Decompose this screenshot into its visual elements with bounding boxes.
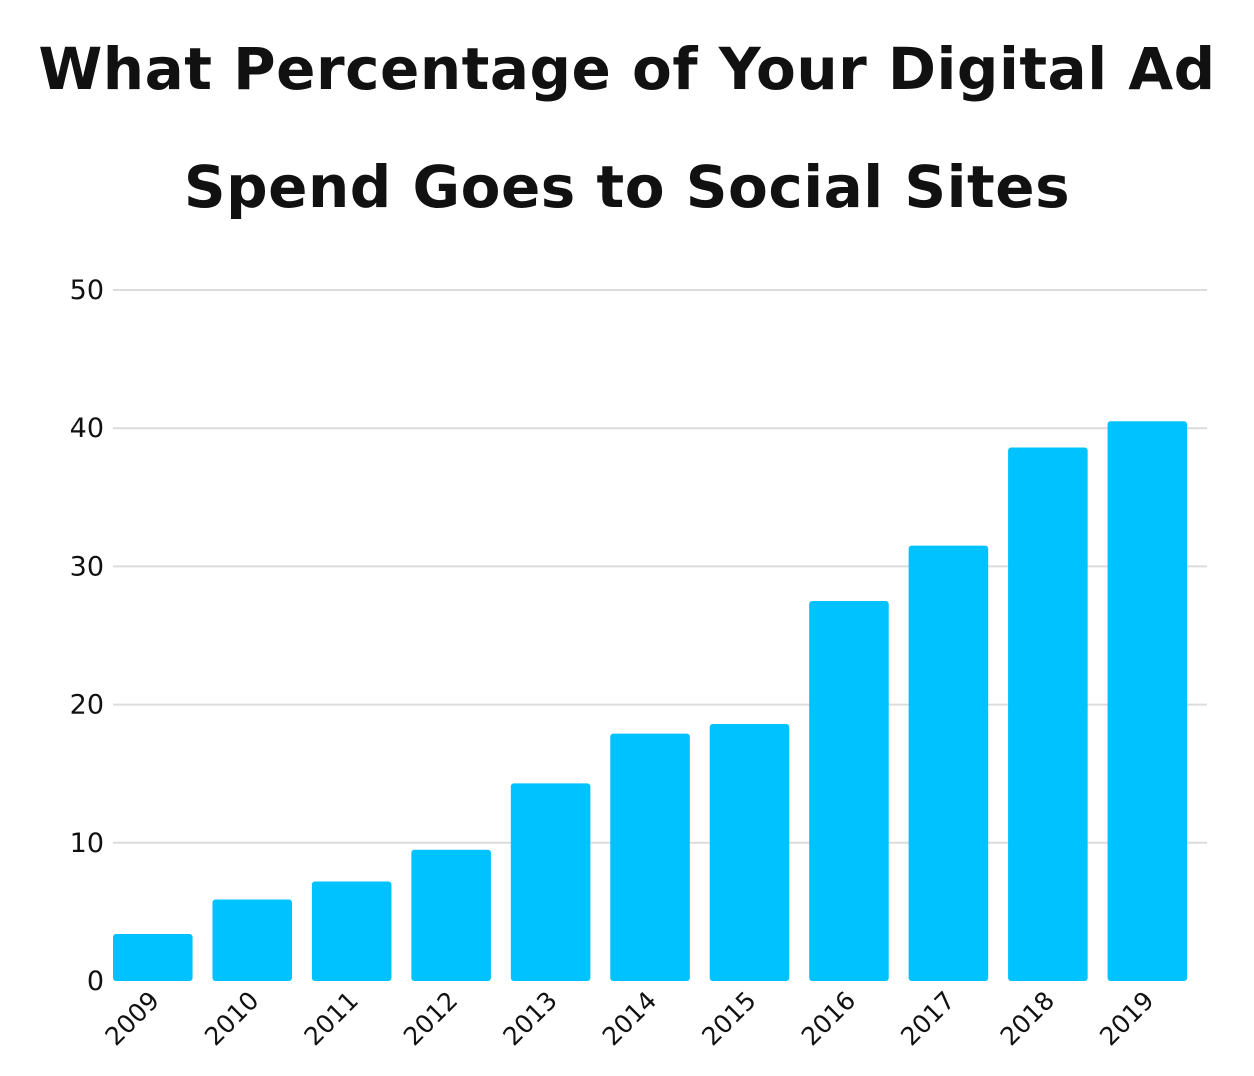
bar-2011 <box>311 881 392 981</box>
chart-title-line-2: Spend Goes to Social Sites <box>183 153 1071 221</box>
x-tick-label-2009: 2009 <box>100 986 165 1051</box>
y-tick-label-50: 50 <box>70 275 104 306</box>
bar-2010 <box>212 899 293 981</box>
bar-2013 <box>510 783 591 981</box>
x-tick-label-2019: 2019 <box>1094 986 1159 1051</box>
chart-title: What Percentage of Your Digital Ad Spend… <box>0 10 1254 246</box>
x-tick-label-2017: 2017 <box>895 986 960 1051</box>
bar-2014 <box>610 733 690 981</box>
bar-2018 <box>1008 447 1088 982</box>
y-tick-label-30: 30 <box>70 551 104 582</box>
x-tick-label-2015: 2015 <box>696 986 761 1051</box>
x-tick-label-2011: 2011 <box>298 986 363 1051</box>
chart-title-line-1: What Percentage of Your Digital Ad <box>38 35 1216 103</box>
y-tick-label-0: 0 <box>87 966 104 997</box>
x-tick-label-2010: 2010 <box>199 986 264 1051</box>
y-tick-label-40: 40 <box>70 413 104 444</box>
y-tick-label-20: 20 <box>70 690 104 721</box>
x-tick-label-2012: 2012 <box>398 986 463 1051</box>
x-axis-ticks: 2009 2010 2011 2012 2013 2014 2015 2016 2017 2018… <box>100 986 1160 1051</box>
bars <box>113 421 1188 982</box>
x-tick-label-2016: 2016 <box>796 986 861 1051</box>
bar-2016 <box>809 600 889 981</box>
bar-2019 <box>1107 421 1188 981</box>
y-axis-ticks: 0 10 20 30 40 50 <box>70 275 104 997</box>
bar-2017 <box>908 545 989 981</box>
bar-2012 <box>411 849 491 981</box>
y-tick-label-10: 10 <box>70 828 104 859</box>
bar-2015 <box>709 723 790 981</box>
x-tick-label-2013: 2013 <box>497 986 562 1051</box>
bar-2009 <box>113 934 193 981</box>
x-tick-label-2014: 2014 <box>597 986 662 1051</box>
x-tick-label-2018: 2018 <box>995 986 1060 1051</box>
